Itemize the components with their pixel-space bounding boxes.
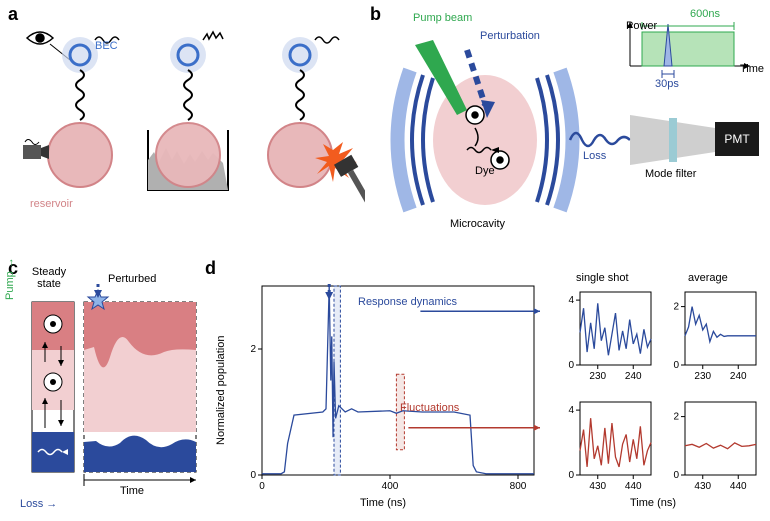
average-label: average (688, 272, 728, 284)
loss-arrow-label: Loss → (20, 498, 57, 510)
hammer-icon (334, 155, 365, 210)
svg-text:800: 800 (510, 481, 527, 492)
svg-text:440: 440 (730, 481, 747, 492)
response-label: Response dynamics (358, 296, 457, 308)
inset-response-single: 230 240 0 4 (560, 288, 655, 383)
panel-d-label: d (205, 258, 216, 279)
loss-label: Loss (583, 150, 606, 162)
svg-text:4: 4 (568, 405, 574, 416)
svg-text:2: 2 (673, 412, 679, 423)
inset-response-avg: 230 240 0 2 (665, 288, 760, 383)
svg-text:440: 440 (625, 481, 642, 492)
single-shot-label: single shot (576, 272, 629, 284)
pump-label: Pump beam (413, 12, 472, 24)
svg-text:230: 230 (589, 371, 606, 382)
inset-time: Time (740, 63, 764, 75)
figure-root: a b c d (0, 0, 770, 521)
fluct-label: Fluctuations (400, 402, 459, 414)
svg-text:240: 240 (730, 371, 747, 382)
svg-text:240: 240 (625, 371, 642, 382)
perturb-label: Perturbation (480, 30, 540, 42)
d-xlabel: Time (ns) (360, 497, 406, 509)
microcavity-label: Microcavity (450, 218, 505, 230)
svg-text:0: 0 (673, 360, 679, 371)
bec-label: BEC (95, 40, 118, 52)
inset-fluct-avg: 430 440 0 2 (665, 398, 760, 493)
steady-label: Steady state (27, 266, 71, 290)
perturbed-label: Perturbed (108, 273, 156, 285)
svg-text:0: 0 (250, 470, 256, 481)
c-time-label: Time (120, 485, 144, 497)
svg-text:0: 0 (568, 360, 574, 371)
eye-icon (27, 32, 53, 44)
camera-icon (23, 140, 49, 160)
inset-30ps: 30ps (655, 78, 679, 90)
svg-text:430: 430 (589, 481, 606, 492)
svg-text:0: 0 (259, 481, 265, 492)
dye-label: Dye (475, 165, 495, 177)
modefilter-label: Mode filter (645, 168, 696, 180)
panel-d-main-plot: 0 400 800 0 2 (232, 278, 542, 503)
svg-text:PMT: PMT (724, 132, 750, 146)
panel-c-svg (12, 280, 207, 515)
svg-text:2: 2 (673, 302, 679, 313)
svg-text:0: 0 (568, 470, 574, 481)
inset-fluct-single: 430 440 0 4 (560, 398, 655, 493)
svg-text:230: 230 (694, 371, 711, 382)
d-ylabel: Normalized population (215, 336, 227, 445)
svg-text:400: 400 (382, 481, 399, 492)
microcavity-icon (398, 70, 573, 210)
svg-text:0: 0 (673, 470, 679, 481)
panel-b-svg: PMT (375, 10, 765, 245)
svg-text:4: 4 (568, 295, 574, 306)
svg-text:430: 430 (694, 481, 711, 492)
reservoir-label: reservoir (30, 198, 73, 210)
svg-text:2: 2 (250, 344, 256, 355)
pump-arrow-label: Pump → (4, 257, 16, 300)
inset-power: Power (626, 20, 657, 32)
d-xlabel2: Time (ns) (630, 497, 676, 509)
inset-600ns: 600ns (690, 8, 720, 20)
